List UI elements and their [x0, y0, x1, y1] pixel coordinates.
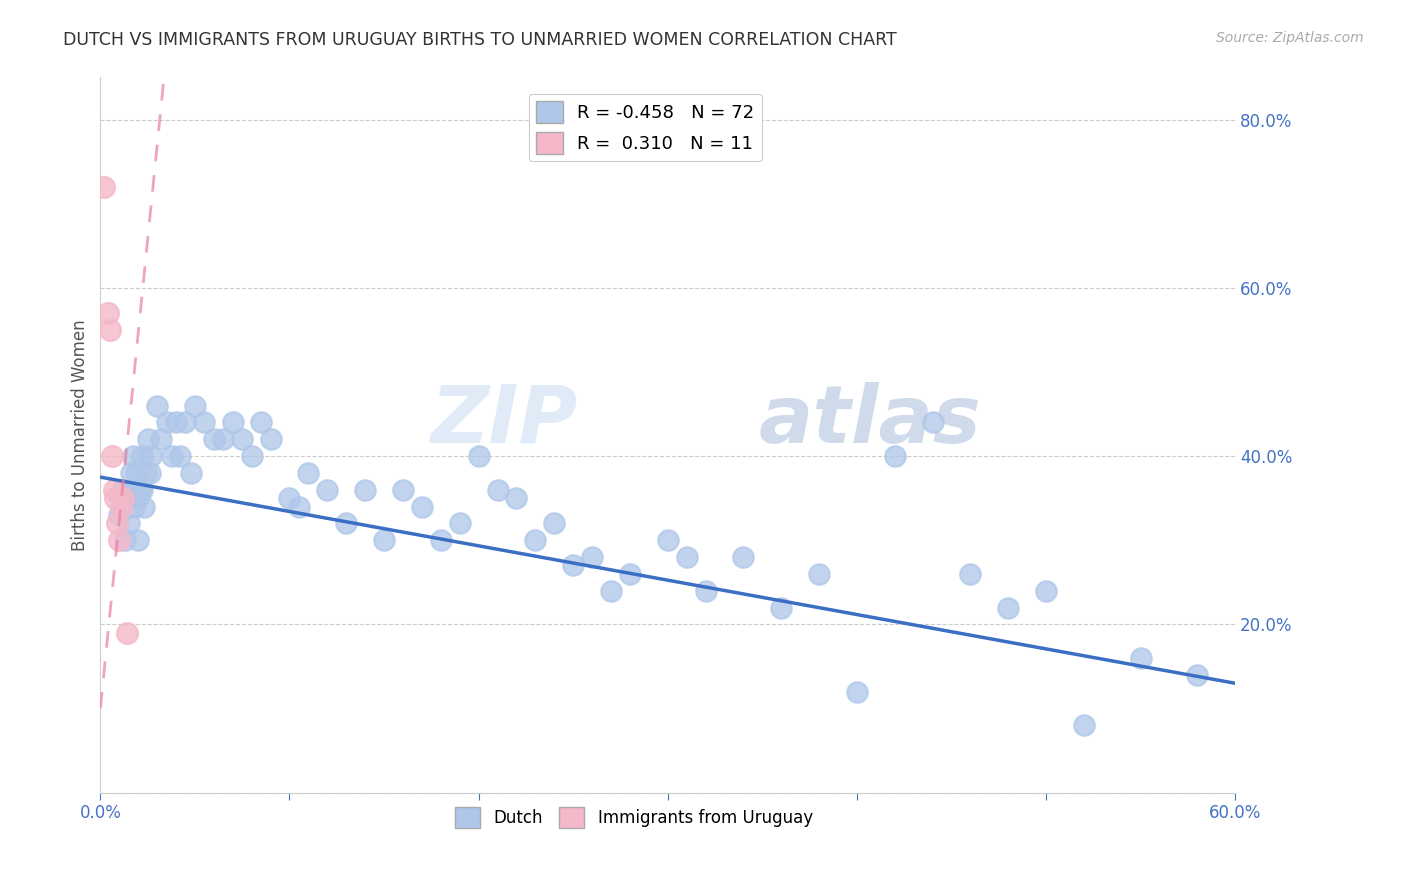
Point [373, 533, 395, 548]
Point [524, 533, 547, 548]
Point [657, 533, 679, 548]
Point [1187, 668, 1209, 682]
Point [193, 416, 215, 430]
Point [845, 684, 868, 698]
Point [430, 533, 453, 548]
Point [354, 483, 377, 497]
Point [136, 432, 159, 446]
Point [118, 516, 141, 531]
Point [115, 625, 138, 640]
Point [174, 416, 197, 430]
Text: Source: ZipAtlas.com: Source: ZipAtlas.com [1216, 31, 1364, 45]
Text: ZIP: ZIP [430, 382, 576, 459]
Point [486, 483, 509, 497]
Point [543, 516, 565, 531]
Point [160, 449, 183, 463]
Point [124, 483, 146, 497]
Point [392, 483, 415, 497]
Point [127, 533, 149, 548]
Point [97, 306, 120, 320]
Point [155, 416, 177, 430]
Point [129, 483, 152, 497]
Point [131, 449, 153, 463]
Point [135, 466, 157, 480]
Point [695, 583, 717, 598]
Point [118, 483, 141, 497]
Point [335, 516, 357, 531]
Point [600, 583, 623, 598]
Point [103, 483, 125, 497]
Point [619, 566, 641, 581]
Point [770, 600, 793, 615]
Point [449, 516, 471, 531]
Point [124, 500, 146, 514]
Point [108, 533, 131, 548]
Text: atlas: atlas [759, 382, 981, 459]
Text: DUTCH VS IMMIGRANTS FROM URUGUAY BIRTHS TO UNMARRIED WOMEN CORRELATION CHART: DUTCH VS IMMIGRANTS FROM URUGUAY BIRTHS … [63, 31, 897, 49]
Point [562, 558, 585, 573]
Point [165, 416, 187, 430]
Point [259, 432, 281, 446]
Point [240, 449, 263, 463]
Point [733, 550, 755, 565]
Point [132, 500, 155, 514]
Point [104, 491, 127, 505]
Point [467, 449, 489, 463]
Point [808, 566, 831, 581]
Point [93, 179, 115, 194]
Point [100, 449, 122, 463]
Point [212, 432, 235, 446]
Point [222, 416, 245, 430]
Point [110, 500, 132, 514]
Point [149, 432, 172, 446]
Point [125, 466, 148, 480]
Point [297, 466, 319, 480]
Point [127, 491, 149, 505]
Point [108, 508, 131, 522]
Point [184, 399, 207, 413]
Y-axis label: Births to Unmarried Women: Births to Unmarried Women [72, 319, 89, 551]
Point [250, 416, 273, 430]
Point [581, 550, 603, 565]
Point [169, 449, 191, 463]
Point [180, 466, 202, 480]
Point [202, 432, 225, 446]
Legend: Dutch, Immigrants from Uruguay: Dutch, Immigrants from Uruguay [449, 801, 820, 834]
Point [121, 449, 143, 463]
Point [112, 491, 135, 505]
Point [883, 449, 905, 463]
Point [131, 483, 153, 497]
Point [141, 449, 163, 463]
Point [114, 533, 136, 548]
Point [411, 500, 433, 514]
Point [288, 500, 311, 514]
Point [98, 323, 121, 337]
Point [959, 566, 981, 581]
Point [1035, 583, 1057, 598]
Point [112, 483, 135, 497]
Point [105, 516, 128, 531]
Point [316, 483, 339, 497]
Point [921, 416, 943, 430]
Point [120, 466, 142, 480]
Point [138, 466, 160, 480]
Point [278, 491, 301, 505]
Point [146, 399, 169, 413]
Point [505, 491, 527, 505]
Point [675, 550, 697, 565]
Point [1073, 718, 1095, 732]
Point [231, 432, 253, 446]
Point [1129, 651, 1152, 665]
Point [997, 600, 1019, 615]
